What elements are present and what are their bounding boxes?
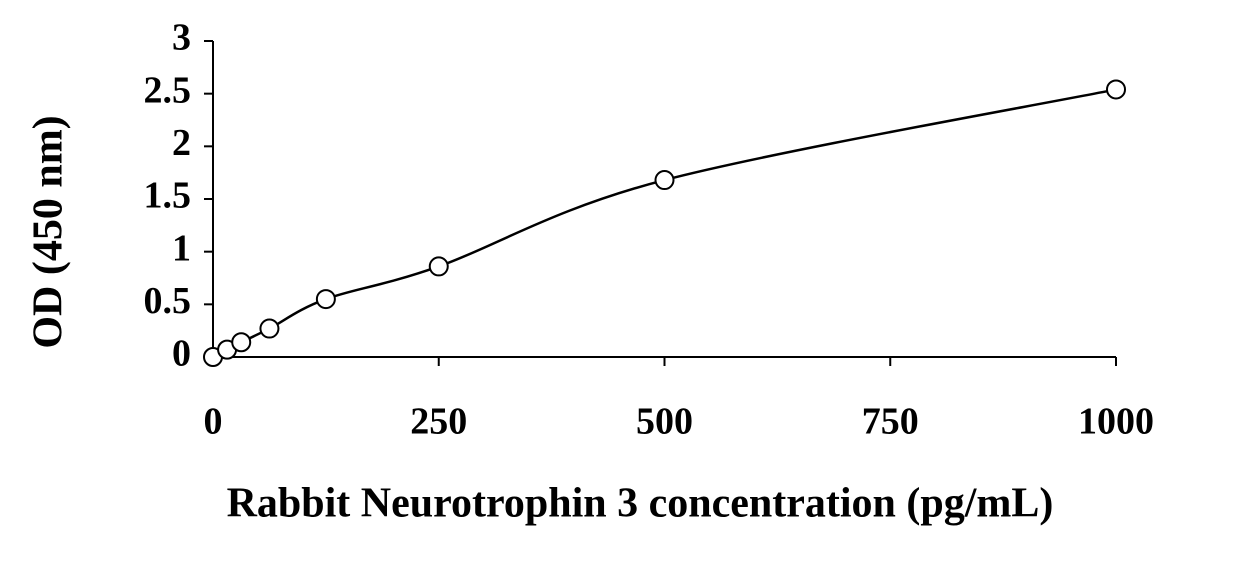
data-point — [231, 332, 252, 353]
x-tick-label: 250 — [410, 401, 467, 443]
y-tick-label: 2 — [172, 122, 191, 164]
x-tick-label: 750 — [862, 401, 919, 443]
x-tick-label: 0 — [204, 401, 223, 443]
x-axis-title: Rabbit Neurotrophin 3 concentration (pg/… — [227, 481, 1054, 527]
y-tick-label: 1.5 — [144, 175, 192, 217]
data-point — [428, 256, 449, 277]
y-tick-label: 1 — [172, 227, 191, 269]
y-tick-label: 0 — [172, 333, 191, 375]
data-point — [1106, 79, 1126, 100]
y-tick-label: 3 — [172, 17, 191, 59]
x-tick-label: 1000 — [1078, 401, 1154, 443]
y-axis-title: OD (450 nm) — [26, 115, 72, 348]
data-point — [654, 170, 675, 191]
y-tick-label: 2.5 — [144, 69, 192, 111]
y-tick-label: 0.5 — [144, 280, 192, 322]
x-tick-label: 500 — [636, 401, 693, 443]
data-point — [259, 318, 280, 339]
data-point — [315, 289, 336, 310]
fit-curve — [212, 88, 1117, 359]
